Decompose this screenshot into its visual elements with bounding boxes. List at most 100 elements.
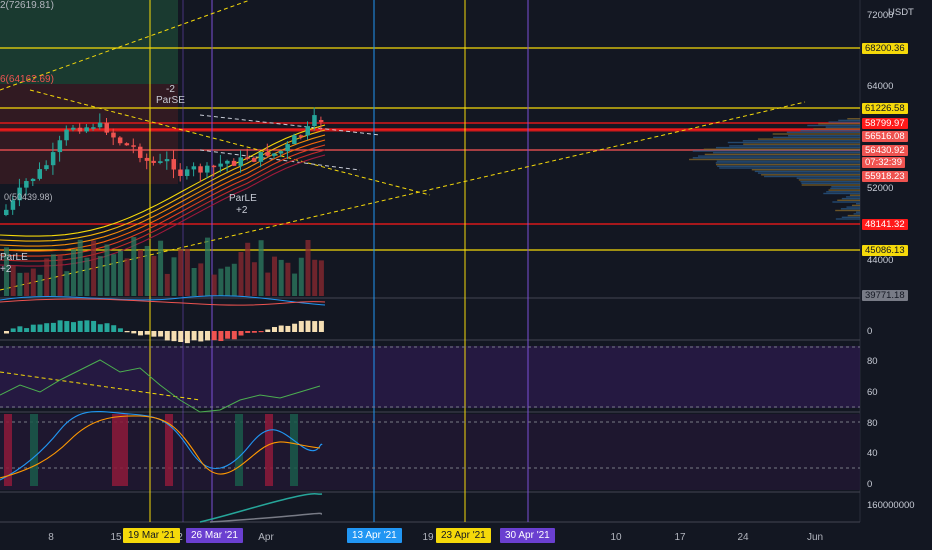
candle-body — [4, 209, 9, 215]
time-marker-13-apr[interactable]: 13 Apr '21 — [347, 528, 402, 543]
macd-bar — [97, 324, 103, 332]
left-value-label: 0(50439.98) — [4, 192, 53, 202]
macd-bar — [312, 321, 318, 332]
volume-profile-bar — [689, 158, 860, 161]
time-marker-26-mar[interactable]: 26 Mar '21 — [186, 528, 243, 543]
stoch-band — [0, 414, 860, 490]
volume-bar — [104, 244, 110, 296]
volume-profile-bar — [692, 150, 860, 152]
candle-body — [225, 160, 230, 164]
candle-body — [124, 143, 130, 146]
volume-bar — [318, 260, 324, 296]
candle-body — [238, 157, 243, 166]
top-left-label: 2(72619.81) — [0, 0, 54, 11]
volume-bar — [91, 240, 97, 296]
volume-profile-bar — [856, 211, 860, 213]
volume-profile-bar — [841, 197, 860, 200]
volume-profile-bar — [826, 191, 860, 193]
volume-profile-bar — [698, 155, 860, 157]
parle-left-label: ParLE — [0, 252, 28, 263]
volume-bar — [44, 258, 50, 296]
volume-profile-bar — [835, 209, 860, 212]
volume-profile-bar — [825, 126, 860, 128]
volume-bar — [158, 240, 164, 296]
volume-bar — [211, 274, 217, 296]
parle-left-count: +2 — [0, 264, 12, 275]
macd-bar — [138, 331, 143, 336]
price-level-56430[interactable]: 56430.92 — [862, 145, 908, 156]
volume-profile-bar — [788, 135, 860, 137]
volume-bar — [30, 268, 36, 296]
candle-body — [30, 178, 36, 182]
volume-profile-bar — [717, 165, 860, 167]
price-level-68200[interactable]: 68200.36 — [862, 43, 908, 54]
volume-bar — [151, 255, 157, 296]
volume-bar — [272, 256, 277, 296]
time-label-15: 15 — [110, 532, 122, 543]
price-tick-44000: 44000 — [867, 255, 894, 266]
volume-profile-bar — [823, 192, 860, 195]
time-label-jun: Jun — [806, 532, 824, 543]
parse-label: ParSE — [156, 95, 185, 106]
volume-bar — [64, 271, 70, 296]
price-level-56516[interactable]: 56516.08 — [862, 131, 908, 142]
stoch-signal-bar — [265, 414, 273, 486]
candle-body — [50, 152, 56, 166]
volume-bar — [285, 262, 291, 296]
price-level-45086[interactable]: 45086.13 — [862, 245, 908, 256]
price-level-61226[interactable]: 61226.58 — [862, 103, 908, 114]
macd-bar — [117, 328, 123, 332]
time-marker-30-apr[interactable]: 30 Apr '21 — [500, 528, 555, 543]
candle-body — [10, 200, 16, 210]
candle-body — [318, 120, 324, 123]
candle-body — [24, 181, 29, 188]
volume-profile-bar — [847, 118, 860, 120]
macd-bar — [211, 331, 217, 341]
uptrend-line-2 — [0, 0, 251, 91]
macd-bar — [184, 331, 190, 344]
volume-profile-bar — [786, 131, 860, 133]
currency-label[interactable]: USDT — [888, 7, 914, 18]
macd-bar — [258, 331, 264, 333]
candle-body — [251, 158, 257, 162]
time-marker-19-mar[interactable]: 19 Mar '21 — [123, 528, 180, 543]
volume-profile-bar — [713, 152, 860, 154]
stoch-tick-0: 0 — [867, 479, 873, 490]
volume-profile-bar — [838, 119, 860, 122]
volume-bar — [37, 274, 43, 296]
volume-profile-bar — [801, 182, 860, 184]
volume-profile-bar — [846, 206, 860, 208]
time-label-8: 8 — [48, 532, 54, 543]
macd-signal — [0, 298, 326, 306]
candle-body — [305, 126, 310, 136]
price-tick-52000: 52000 — [867, 183, 894, 194]
candle-body — [151, 160, 156, 163]
time-marker-23-apr[interactable]: 23 Apr '21 — [436, 528, 491, 543]
volume-profile-bar — [847, 214, 860, 217]
stoch-signal-bar — [112, 414, 120, 486]
volume-profile-bar — [830, 187, 860, 190]
macd-bar — [231, 331, 237, 340]
volume-profile-bar — [773, 136, 860, 139]
stoch-signal-bar — [4, 414, 12, 486]
macd-bar — [151, 331, 157, 337]
macd-bar — [218, 331, 224, 342]
volume-profile-bar — [800, 129, 860, 132]
macd-bar — [205, 331, 210, 341]
price-level-48141[interactable]: 48141.32 — [862, 219, 908, 230]
countdown-timer: 07:32:39 — [862, 157, 905, 168]
macd-bar — [318, 320, 324, 332]
price-level-58799[interactable]: 58799.97 — [862, 118, 908, 129]
volume-bar — [117, 250, 123, 296]
volume-profile-bar — [831, 186, 860, 188]
candle-body — [184, 169, 190, 176]
stoch-signal-bar — [290, 414, 298, 486]
price-level-39771[interactable]: 39771.18 — [862, 290, 908, 301]
volume-bar — [164, 273, 170, 296]
parle-count-label: +2 — [236, 205, 248, 216]
candle-body — [258, 152, 264, 162]
price-level-55918[interactable]: 55918.23 — [862, 171, 908, 182]
volume-profile-bar — [715, 146, 860, 149]
